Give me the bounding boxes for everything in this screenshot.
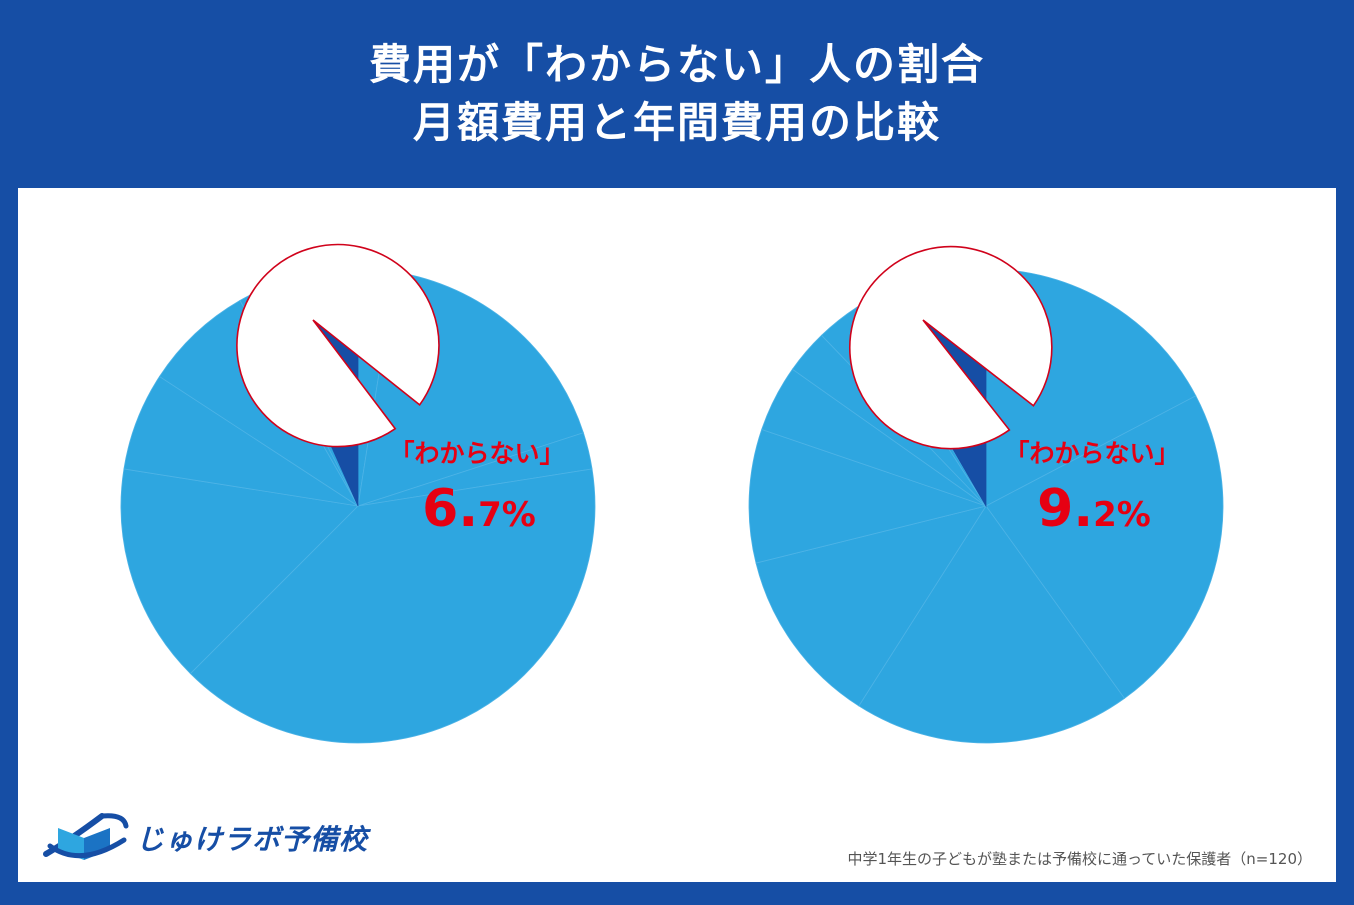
callout-value: 9.2%: [1037, 479, 1151, 539]
callout-value-small: 2%: [1093, 495, 1151, 535]
callout-bubble: 「わからない」 6.7%: [236, 243, 565, 539]
logo-text: じゅけラボ予備校: [136, 823, 369, 856]
pie-slice: [189, 468, 596, 744]
open-book-icon: [43, 813, 129, 860]
header: 費用が「わからない」人の割合 月額費用と年間費用の比較: [0, 0, 1354, 188]
callout-value-small: 7%: [478, 495, 536, 535]
chart-subtitle: 月額費用と年間費用の比較: [412, 98, 941, 147]
callout-value: 6.7%: [422, 479, 536, 539]
callout-shape: [849, 245, 1053, 450]
callout-value-big: 9.: [1037, 479, 1093, 539]
sample-note: 中学1年生の子どもが塾または予備校に通っていた保護者（n=120）: [847, 850, 1312, 868]
callout-label: 「わからない」: [1004, 439, 1179, 468]
pie-slice: [748, 428, 988, 564]
pie-charts: 「わからない」 6.7% 「わからない」 9.2%: [120, 243, 1224, 744]
pie-slice: [985, 395, 1224, 699]
chart-title: 費用が「わからない」人の割合: [368, 40, 985, 89]
pie-slice: [755, 505, 987, 707]
chart-panel: 「わからない」 6.7% 「わからない」 9.2% じゅけラボ予備校 中学1年生の子ど…: [18, 188, 1336, 882]
pie-slice: [120, 468, 359, 675]
callout-label: 「わからない」: [389, 439, 564, 468]
callout-value-big: 6.: [422, 479, 478, 539]
logo: じゅけラボ予備校: [40, 808, 368, 868]
callout-shape: [236, 243, 440, 448]
pie-slice: [858, 505, 1125, 744]
callout-bubble: 「わからない」 9.2%: [849, 245, 1180, 539]
